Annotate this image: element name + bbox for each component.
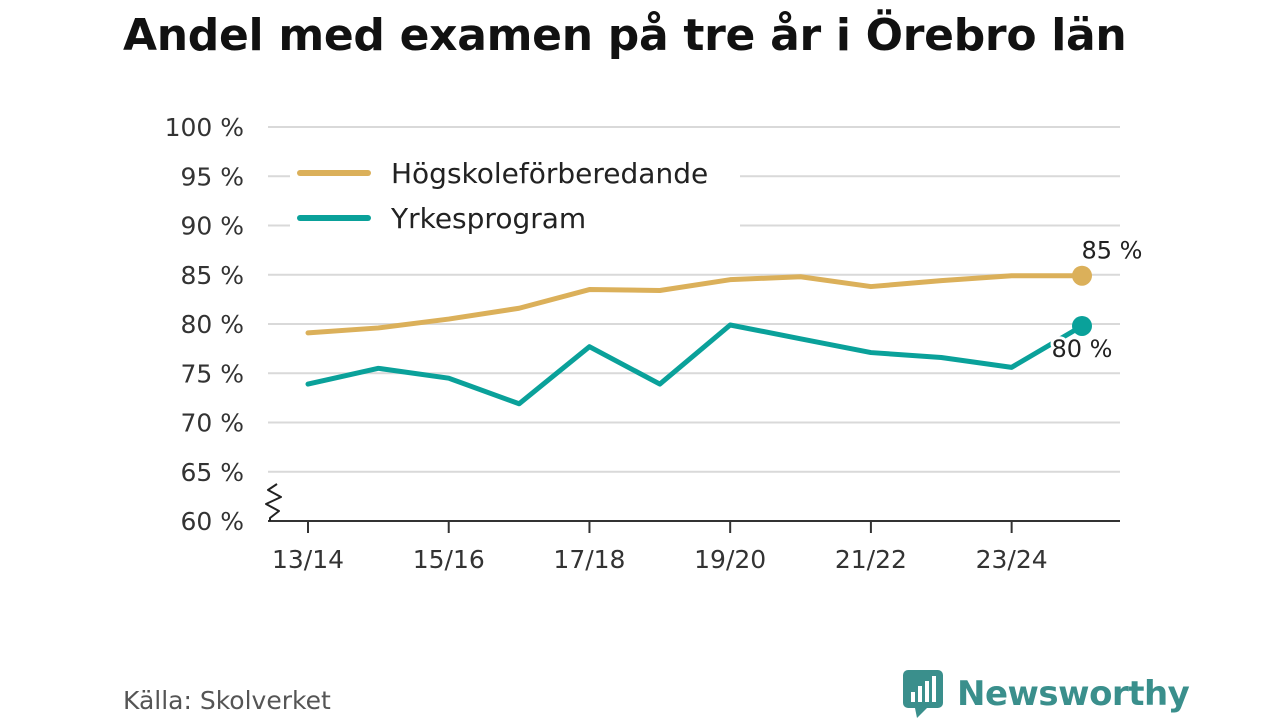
x-tick-label: 23/24 [976,545,1048,574]
x-tick-label: 21/22 [835,545,907,574]
series-end-point [1072,265,1092,286]
y-axis-break-icon [265,483,282,521]
x-axis-tick-labels: 13/14 15/16 17/18 19/20 21/22 23/24 [272,521,1048,574]
x-axis [265,483,1120,522]
end-value-label: 85 % [1082,237,1143,265]
chart-title: Andel med examen på tre år i Örebro län [123,10,1127,61]
series-line [305,322,1085,407]
legend-label: Högskoleförberedande [391,157,708,190]
newsworthy-logo-icon [903,670,943,718]
legend: Högskoleförberedande Yrkesprogram [290,150,740,235]
source-note: Källa: Skolverket [123,686,331,715]
end-value-label: 80 % [1052,335,1113,363]
x-tick-label: 19/20 [694,545,766,574]
y-axis-tick-labels: 60 % 65 % 70 % 75 % 80 % 85 % 90 % 95 % 100 % [165,113,244,536]
y-tick-label: 70 % [180,409,244,438]
y-tick-label: 60 % [180,507,244,536]
end-labels: 85 % 80 % [1049,234,1146,366]
y-tick-label: 80 % [180,310,244,339]
brand-name: Newsworthy [957,674,1190,714]
x-tick-label: 13/14 [272,545,344,574]
series-end-point [1072,315,1092,336]
data-series [305,265,1092,407]
x-tick-label: 15/16 [413,545,485,574]
y-tick-label: 90 % [180,212,244,241]
y-tick-label: 100 % [165,113,244,142]
y-tick-label: 95 % [180,162,244,191]
legend-label: Yrkesprogram [390,202,586,235]
x-tick-label: 17/18 [553,545,625,574]
y-tick-label: 75 % [180,359,244,388]
brand-logo: Newsworthy [903,670,1190,718]
y-tick-label: 65 % [180,458,244,487]
series-line [305,273,1085,336]
y-tick-label: 85 % [180,261,244,290]
